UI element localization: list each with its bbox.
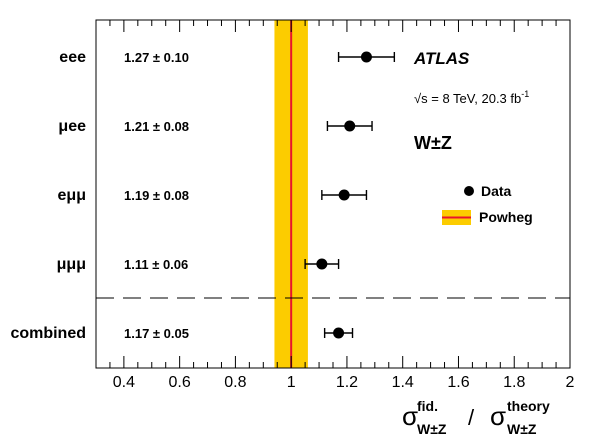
x-tick-label: 1.6 <box>447 374 469 391</box>
category-label: μμμ <box>57 256 86 273</box>
data-point <box>338 189 350 201</box>
legend-data-label: Data <box>481 183 512 199</box>
category-label: eμμ <box>58 187 86 204</box>
legend-data-marker <box>464 186 474 196</box>
legend: Data Powheg <box>442 183 533 225</box>
x-axis-title-num-sup: fid. <box>417 398 438 414</box>
value-label: 1.21 ± 0.08 <box>124 119 189 134</box>
x-axis-title-slash: / <box>468 405 475 430</box>
legend-powheg-label: Powheg <box>479 209 533 225</box>
value-labels: 1.27 ± 0.10 1.21 ± 0.08 1.19 ± 0.08 1.11 ± … <box>124 50 189 341</box>
x-tick-label: 2 <box>566 374 575 391</box>
x-tick-label: 0.8 <box>224 374 246 391</box>
x-axis-title-den-sup: theory <box>507 398 550 414</box>
x-axis-title-den-sub: W±Z <box>507 421 537 437</box>
category-label: combined <box>10 325 86 342</box>
category-labels: eee μee eμμ μμμ combined <box>10 49 86 342</box>
category-label: μee <box>58 118 86 135</box>
data-point <box>344 120 356 132</box>
x-axis-title-sigma-den: σ <box>490 401 506 431</box>
data-point <box>316 258 328 270</box>
category-label: eee <box>59 49 86 66</box>
x-axis: 0.4 0.6 0.8 1 1.2 1.4 1.6 1.8 2 <box>95 20 575 391</box>
atlas-label: ATLAS <box>413 49 470 68</box>
value-label: 1.19 ± 0.08 <box>124 188 189 203</box>
value-label: 1.11 ± 0.06 <box>124 257 188 272</box>
x-axis-title-num-sub: W±Z <box>417 421 447 437</box>
x-axis-title-sigma-num: σ <box>402 401 418 431</box>
x-tick-label: 1.2 <box>336 374 358 391</box>
x-tick-label: 1.4 <box>392 374 414 391</box>
x-tick-label: 0.6 <box>169 374 191 391</box>
value-label: 1.17 ± 0.05 <box>124 326 189 341</box>
x-tick-label: 1 <box>287 374 296 391</box>
reference-band-layer <box>274 20 308 368</box>
x-axis-title: σ fid. W±Z / σ theory W±Z <box>402 398 550 437</box>
data-points <box>304 51 396 339</box>
x-tick-label: 1.8 <box>503 374 525 391</box>
value-label: 1.27 ± 0.10 <box>124 50 189 65</box>
data-point <box>333 327 345 339</box>
data-point <box>360 51 372 63</box>
x-tick-label: 0.4 <box>113 374 135 391</box>
process-label: W±Z <box>414 133 452 153</box>
energy-label: √s = 8 TeV, 20.3 fb-1 <box>414 89 529 106</box>
